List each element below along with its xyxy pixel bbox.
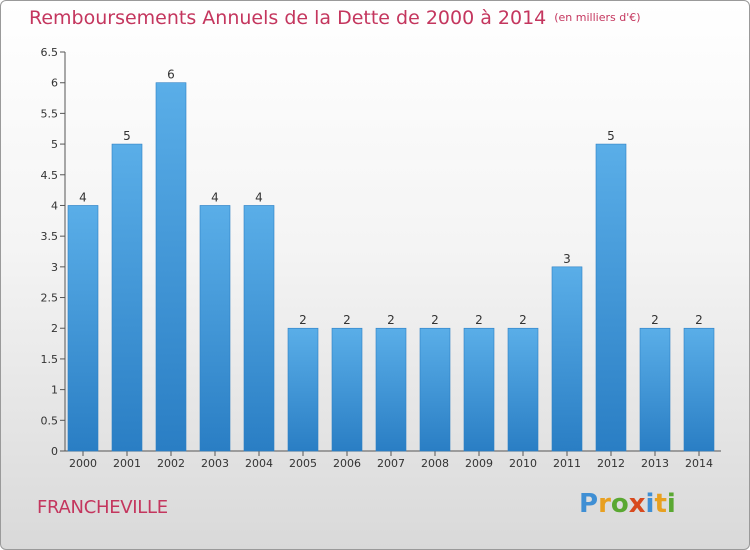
proxiti-logo: Proxiti [579,489,676,519]
x-tick-label-2013: 2013 [641,457,669,470]
value-label-2004: 4 [255,190,263,204]
y-tick-label: 1.5 [41,353,59,366]
chart-title: Remboursements Annuels de la Dette de 20… [29,7,547,29]
y-tick-label: 6.5 [41,46,59,59]
x-tick-label-2005: 2005 [289,457,317,470]
bar-2001 [111,143,143,452]
bar-2010 [507,327,539,452]
logo-letter: o [610,489,629,519]
bar-2008 [419,327,451,452]
value-label-2008: 2 [431,313,439,327]
x-tick-label-2012: 2012 [597,457,625,470]
chart-unit: (en milliers d'€) [554,11,641,24]
x-tick-label-2004: 2004 [245,457,273,470]
y-tick-label: 5 [51,138,58,151]
logo-letter: P [579,489,599,519]
x-tick-label-2006: 2006 [333,457,361,470]
bar-2007 [375,327,407,452]
bar-2006 [331,327,363,452]
x-tick-label-2001: 2001 [113,457,141,470]
x-tick-label-2009: 2009 [465,457,493,470]
value-label-2006: 2 [343,313,351,327]
bar-2003 [199,205,231,452]
bar-2013 [639,327,671,452]
value-label-2003: 4 [211,190,219,204]
chart-bars [67,82,715,452]
value-label-2012: 5 [607,129,615,143]
bar-2009 [463,327,495,452]
value-label-2009: 2 [475,313,483,327]
bar-2002 [155,82,187,452]
x-tick-label-2000: 2000 [69,457,97,470]
place-name: FRANCHEVILLE [37,497,168,518]
value-label-2007: 2 [387,313,395,327]
bar-2000 [67,205,99,452]
x-tick-label-2014: 2014 [685,457,713,470]
y-tick-label: 0 [51,445,58,458]
x-tick-label-2010: 2010 [509,457,537,470]
value-label-2011: 3 [563,252,571,266]
logo-letter: i [645,489,655,519]
x-tick-label-2007: 2007 [377,457,405,470]
y-tick-label: 2.5 [41,292,59,305]
x-tick-label-2002: 2002 [157,457,185,470]
value-label-2002: 6 [167,68,175,82]
logo-letter: x [628,489,646,519]
y-tick-label: 3 [51,261,58,274]
x-tick-label-2003: 2003 [201,457,229,470]
chart-title-block: Remboursements Annuels de la Dette de 20… [29,7,641,29]
y-tick-label: 1 [51,384,58,397]
logo-letter: r [598,489,611,519]
logo-letter: t [654,489,667,519]
y-tick-label: 4 [51,199,58,212]
y-tick-label: 4.5 [41,169,59,182]
y-tick-label: 2 [51,322,58,335]
x-tick-label-2008: 2008 [421,457,449,470]
bar-2012 [595,143,627,452]
y-tick-label: 0.5 [41,414,59,427]
bar-2004 [243,205,275,452]
value-label-2013: 2 [651,313,659,327]
y-tick-label: 3.5 [41,230,59,243]
value-label-2001: 5 [123,129,131,143]
chart-labels: 2000 4 2001 5 2002 6 2003 4 2004 4 2005 2 2006 2 2007 2… [69,68,713,470]
value-label-2005: 2 [299,313,307,327]
bar-2005 [287,327,319,452]
y-tick-label: 6 [51,77,58,90]
y-tick-label: 5.5 [41,107,59,120]
bar-2011 [551,266,583,452]
bar-2014 [683,327,715,452]
value-label-2010: 2 [519,313,527,327]
value-label-2000: 4 [79,190,87,204]
value-label-2014: 2 [695,313,703,327]
logo-letter: i [666,489,676,519]
x-tick-label-2011: 2011 [553,457,581,470]
